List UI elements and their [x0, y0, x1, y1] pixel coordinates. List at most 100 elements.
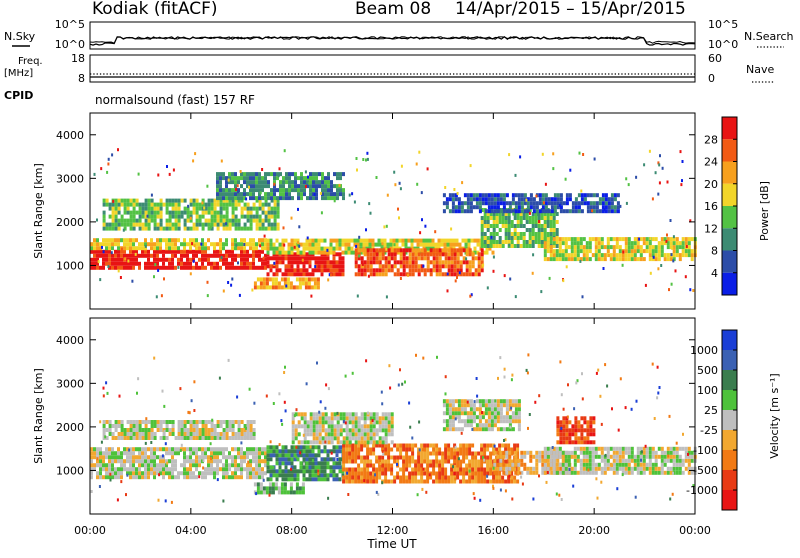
data-cell	[436, 252, 439, 256]
data-cell	[304, 412, 307, 416]
data-cell	[216, 250, 219, 254]
data-cell	[171, 451, 174, 455]
data-cell	[493, 220, 496, 224]
data-cell	[385, 264, 388, 268]
data-cell	[554, 209, 557, 213]
data-cell	[420, 243, 423, 247]
data-cell	[565, 428, 568, 432]
data-cell	[142, 432, 145, 436]
data-cell	[604, 447, 607, 451]
data-cell	[676, 455, 679, 459]
data-cell	[457, 248, 460, 252]
scatter-point	[569, 169, 571, 172]
data-cell	[435, 480, 438, 484]
data-cell	[312, 473, 315, 477]
data-cell	[177, 447, 180, 451]
data-cell	[234, 475, 237, 479]
data-cell	[330, 192, 333, 196]
data-cell	[640, 245, 643, 249]
data-cell	[424, 252, 427, 256]
data-cell	[574, 459, 577, 463]
data-cell	[575, 201, 578, 205]
data-cell	[652, 237, 655, 241]
data-cell	[241, 428, 244, 432]
data-cell	[442, 260, 445, 264]
data-cell	[595, 471, 598, 475]
data-cell	[511, 244, 514, 248]
data-cell	[291, 268, 294, 272]
data-cell	[423, 456, 426, 460]
data-cell	[494, 403, 497, 407]
data-cell	[510, 476, 513, 480]
data-cell	[373, 424, 376, 428]
data-cell	[497, 399, 500, 403]
data-cell	[220, 207, 223, 211]
data-cell	[393, 456, 396, 460]
data-cell	[384, 464, 387, 468]
data-cell	[258, 180, 261, 184]
data-cell	[544, 249, 547, 253]
data-cell	[238, 203, 241, 207]
data-cell	[348, 247, 351, 251]
scatter-point	[279, 167, 281, 170]
data-cell	[331, 440, 334, 444]
data-cell	[223, 432, 226, 436]
data-cell	[126, 455, 129, 459]
data-cell	[196, 436, 199, 440]
data-cell	[166, 207, 169, 211]
data-cell	[273, 243, 276, 247]
data-cell	[358, 424, 361, 428]
data-cell	[106, 227, 109, 231]
data-cell	[123, 451, 126, 455]
data-cell	[279, 457, 282, 461]
data-cell	[438, 448, 441, 452]
data-cell	[505, 224, 508, 228]
data-cell	[234, 184, 237, 188]
data-cell	[508, 216, 511, 220]
data-cell	[342, 480, 345, 484]
data-cell	[456, 472, 459, 476]
data-cell	[375, 460, 378, 464]
data-cell	[515, 419, 518, 423]
data-cell	[189, 463, 192, 467]
data-cell	[508, 220, 511, 224]
data-cell	[661, 253, 664, 257]
data-cell	[127, 223, 130, 227]
data-cell	[292, 420, 295, 424]
data-cell	[327, 184, 330, 188]
data-cell	[467, 423, 470, 427]
data-cell	[300, 192, 303, 196]
data-cell	[384, 452, 387, 456]
data-cell	[595, 241, 598, 245]
data-cell	[196, 223, 199, 227]
data-cell	[303, 457, 306, 461]
data-cell	[217, 420, 220, 424]
data-cell	[321, 188, 324, 192]
data-cell	[270, 453, 273, 457]
data-cell	[550, 257, 553, 261]
data-cell	[685, 253, 688, 257]
data-cell	[550, 245, 553, 249]
scatter-point	[161, 294, 163, 297]
scatter-point	[419, 231, 421, 234]
data-cell	[109, 203, 112, 207]
scatter-point	[675, 269, 677, 272]
data-cell	[385, 268, 388, 272]
data-cell	[243, 246, 246, 250]
data-cell	[109, 432, 112, 436]
data-cell	[219, 176, 222, 180]
data-cell	[524, 201, 527, 205]
data-cell	[201, 475, 204, 479]
data-cell	[254, 482, 257, 486]
data-cell	[595, 447, 598, 451]
data-cell	[589, 241, 592, 245]
data-cell	[485, 407, 488, 411]
data-cell	[361, 272, 364, 276]
scatter-point	[662, 167, 664, 170]
data-cell	[330, 465, 333, 469]
data-cell	[195, 451, 198, 455]
data-cell	[628, 237, 631, 241]
scatter-point	[444, 186, 446, 189]
data-cell	[337, 420, 340, 424]
data-cell	[580, 463, 583, 467]
